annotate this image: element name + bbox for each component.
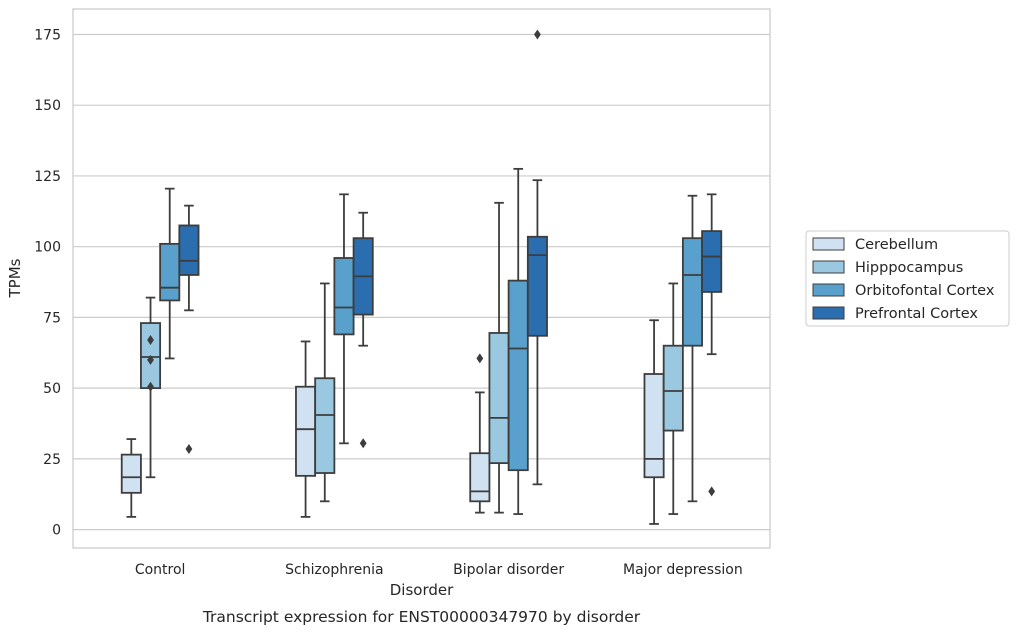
chart-caption: Transcript expression for ENST0000034797… [202,608,641,626]
box-cerebellum-1 [295,340,317,518]
iqr-box [469,452,491,503]
outlier-marker [147,354,154,365]
y-tick-label: 125 [34,169,61,185]
y-tick-label: 150 [34,98,61,114]
tick-layer: 0 25 50 75 100 125 150 175 Control Schizophrenia B… [34,27,742,578]
box-orbitofontal-cortex-2 [507,167,529,515]
iqr-box [178,224,200,276]
legend-frame [805,230,1010,327]
y-tick-label: 100 [34,240,61,256]
legend-label: Orbitofontal Cortex [855,283,995,299]
outlier-marker [359,438,367,449]
iqr-box [333,257,355,336]
legend-swatch [812,283,845,297]
box-cerebellum-3 [643,319,665,525]
iqr-box [507,279,529,472]
iqr-box [120,453,142,494]
legend-swatch [812,237,845,251]
box-orbitofontal-cortex-1 [333,193,355,445]
y-tick-label: 75 [43,310,61,326]
box-orbitofontal-cortex-0 [159,187,181,360]
iqr-box [295,385,317,477]
plot-frame [72,8,771,549]
box-orbitofontal-cortex-3 [681,194,703,503]
box-prefrontal-cortex-2 [526,29,548,486]
y-tick-label: 25 [43,452,61,468]
iqr-box [701,230,723,293]
outlier-marker [185,443,193,454]
outlier-marker [147,381,154,392]
y-axis-label: TPMs [6,258,24,298]
iqr-box [159,242,181,302]
iqr-box [526,235,548,337]
x-tick-label: Control [135,562,186,578]
box-hipppocampus-1 [314,282,336,503]
box-prefrontal-cortex-0 [178,204,200,454]
legend-items: Cerebellum Hipppocampus Orbitofontal Corte… [812,237,995,322]
legend-label: Hipppocampus [855,260,963,276]
iqr-box [662,344,684,432]
iqr-box [488,332,510,465]
iqr-box [643,373,665,479]
box-hipppocampus-2 [488,201,510,514]
box-cerebellum-2 [469,353,491,514]
iqr-box [314,377,336,474]
box-cerebellum-0 [120,438,142,518]
x-tick-label: Bipolar disorder [453,562,564,578]
y-tick-label: 0 [52,523,61,539]
outlier-marker [534,29,541,40]
box-hipppocampus-0 [140,296,162,479]
box-prefrontal-cortex-1 [352,211,374,449]
outlier-marker [147,335,154,346]
y-tick-label: 175 [34,27,61,43]
legend-label: Cerebellum [855,237,938,253]
iqr-box [681,237,703,347]
box-hipppocampus-3 [662,282,684,515]
legend-swatch [812,306,845,320]
outlier-marker [708,486,716,497]
x-tick-label: Schizophrenia [285,562,383,578]
legend-swatch [812,260,845,274]
x-tick-label: Major depression [623,562,743,578]
outlier-marker [476,353,484,364]
y-tick-label: 50 [43,381,61,397]
legend: Cerebellum Hipppocampus Orbitofontal Corte… [805,230,1010,327]
box-layer [120,29,723,525]
x-axis-label: Disorder [390,581,454,599]
box-prefrontal-cortex-3 [701,193,723,497]
legend-label: Prefrontal Cortex [855,306,978,322]
